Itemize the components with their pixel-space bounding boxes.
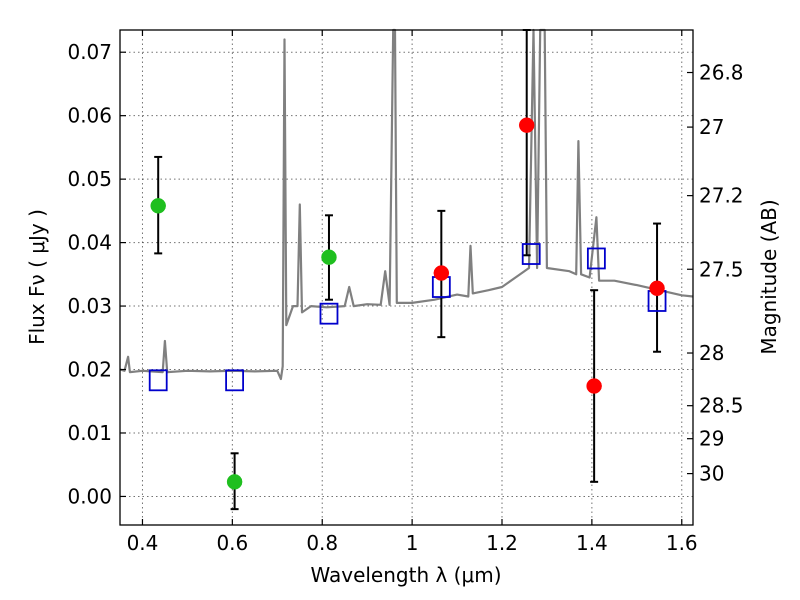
right-tick-label: 28.5 <box>699 394 744 418</box>
x-tick-label: 0.8 <box>306 531 338 555</box>
x-tick-label: 1.4 <box>576 531 608 555</box>
model-square-marker <box>521 243 541 265</box>
model-square-marker <box>586 247 606 270</box>
x-tick-label: 1 <box>406 531 419 555</box>
data-points <box>150 117 665 490</box>
x-tick-label: 1.2 <box>486 531 518 555</box>
y-tick-label: 0.00 <box>67 484 112 508</box>
right-tick-label: 26.8 <box>699 61 744 85</box>
model-square-marker <box>319 302 339 325</box>
x-tick-label: 0.4 <box>127 531 159 555</box>
y-tick-label: 0.02 <box>67 358 112 382</box>
y-tick-label: 0.05 <box>67 167 112 191</box>
x-tick-label: 0.6 <box>216 531 248 555</box>
model-spectrum <box>119 28 694 381</box>
green-data-point <box>150 198 166 214</box>
spectrum-line <box>119 28 694 381</box>
plot-frame <box>119 29 694 526</box>
right-tick-label: 27.5 <box>699 257 744 281</box>
x-axis-label: Wavelength λ (μm) <box>310 563 501 587</box>
red-data-point <box>649 280 665 297</box>
y-tick-label: 0.06 <box>67 104 112 128</box>
red-data-point <box>586 378 602 394</box>
red-data-point <box>518 117 535 133</box>
right-tick-label: 27 <box>699 115 724 139</box>
model-square-marker <box>225 369 245 392</box>
right-tick-label: 29 <box>699 427 724 451</box>
right-axis-label: Magnitude (AB) <box>757 199 781 354</box>
y-tick-label: 0.04 <box>67 231 112 255</box>
gridlines <box>120 30 693 525</box>
model-square-marker <box>148 369 168 392</box>
y-axis-label: Flux Fν ( μJy ) <box>25 209 49 345</box>
model-squares <box>148 243 667 392</box>
right-tick-label: 28 <box>699 341 724 365</box>
right-tick-label: 30 <box>699 462 724 486</box>
axes: 0.4 0.6 0.8 1 1.2 1.4 1.6 0.00 0.01 0.02 0.03 0.04 0… <box>67 29 744 555</box>
green-data-point <box>321 249 337 265</box>
y-tick-label: 0.01 <box>67 421 112 445</box>
red-data-point <box>433 265 450 281</box>
right-tick-label: 27.2 <box>699 184 744 208</box>
error-bars <box>154 29 662 511</box>
y-tick-label: 0.07 <box>67 40 112 64</box>
x-tick-label: 1.6 <box>666 531 698 555</box>
y-tick-label: 0.03 <box>67 294 112 318</box>
green-data-point <box>226 474 243 490</box>
